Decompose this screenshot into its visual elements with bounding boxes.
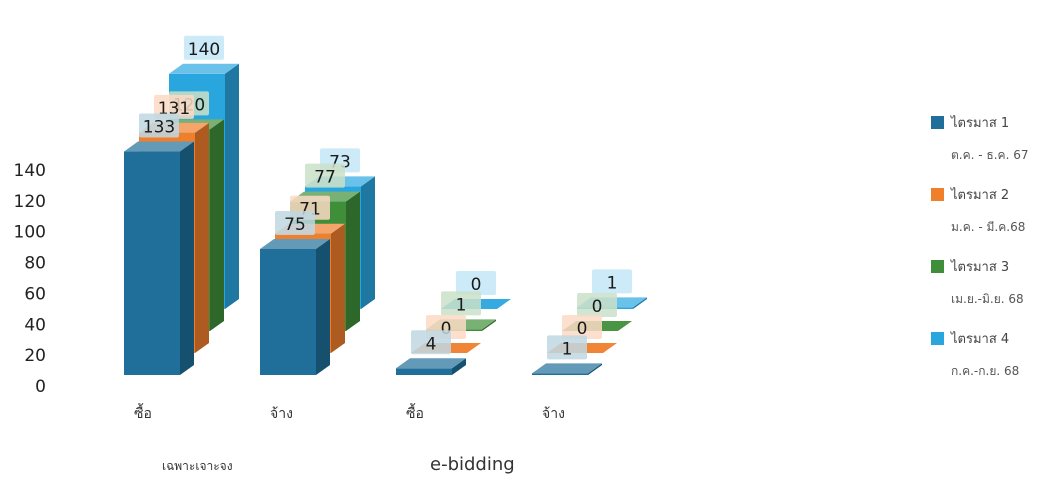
legend-swatch [931,332,944,345]
legend-swatch [931,188,944,201]
data-label-badge [411,330,451,355]
x-group-label: e-bidding [430,454,515,475]
legend: ไตรมาส 1 ต.ค. - ธ.ค. 67 ไตรมาส 2 ม.ค. - มี.… [931,115,1028,378]
bar-side [316,239,330,375]
y-tick-label: 120 [14,192,46,212]
bar-top [169,63,239,74]
bar-side [588,363,602,375]
x-tick-label: จ้าง [270,406,293,422]
legend-series-name: ไตรมาส 2 [950,187,1009,203]
bar-side [482,319,496,331]
bar-series-1-cat-2: 75 [260,211,330,375]
y-tick-label: 140 [14,161,46,181]
bar-top [124,141,194,152]
bar-side [633,297,647,309]
y-axis: 0 20 40 60 80 100 120 140 [14,161,46,397]
data-label: 0 [471,275,482,295]
bar-series-1-cat-3: 4 [396,330,466,375]
data-label: 133 [143,118,175,138]
legend-series-period: เม.ย.-มิ.ย. 68 [951,292,1024,306]
bar-top [396,358,466,369]
bar-side [195,122,209,353]
bar-front [260,249,316,375]
legend-swatch [931,116,944,129]
data-label: 0 [577,319,588,339]
bar-front [124,151,180,375]
x-tick-label: ซื้อ [134,403,152,422]
y-tick-label: 60 [24,284,46,304]
data-label-badge [441,291,481,316]
bar-top [260,239,330,249]
x-group-label: เฉพาะเจาะจง [162,459,233,473]
y-tick-label: 20 [24,346,46,366]
y-tick-label: 100 [14,223,46,243]
bars-layer: 1407301120771013171001337541 [124,35,647,375]
data-label-badge [184,35,224,60]
data-label: 77 [314,168,336,188]
bar-side [331,223,345,353]
data-label: 1 [456,295,467,315]
data-label-badge [547,335,587,360]
data-label-badge [275,211,315,235]
x-tick-label: ซื้อ [406,403,424,422]
bar-side [452,358,466,375]
bar-front [532,373,588,375]
bar-side [210,119,224,332]
data-label: 1 [562,339,573,359]
bar-side [180,141,194,375]
legend-series-period: ก.ค.-ก.ย. 68 [951,364,1019,378]
data-label-badge [577,293,617,317]
x-tick-label: จ้าง [542,406,565,422]
legend-series-period: ม.ค. - มี.ค.68 [951,220,1025,234]
y-tick-label: 40 [24,315,46,335]
data-label: 0 [441,319,452,339]
data-label-badge [592,269,632,294]
y-tick-label: 0 [35,377,46,397]
data-label-badge [139,113,179,138]
bar-series-1-cat-1: 133 [124,113,194,375]
data-label-badge [154,94,194,119]
bar-front [396,368,452,375]
y-tick-label: 80 [24,254,46,274]
legend-swatch [931,260,944,273]
data-label-badge [562,315,602,339]
legend-series-name: ไตรมาส 3 [950,259,1009,275]
data-label: 1 [607,273,618,293]
bar-side [361,176,375,309]
legend-series-name: ไตรมาส 4 [950,331,1009,347]
legend-series-period: ต.ค. - ธ.ค. 67 [951,148,1028,162]
bar-series-1-cat-4: 1 [532,335,602,375]
data-label: 0 [592,297,603,317]
data-label: 4 [426,334,437,354]
data-label: 140 [188,40,220,60]
bar-side [346,191,360,331]
bar-side [225,63,239,309]
data-label-badge [305,163,345,188]
legend-series-name: ไตรมาส 1 [950,115,1009,131]
data-label: 75 [284,215,306,235]
data-label-badge [456,271,496,295]
bar-top [532,363,602,374]
